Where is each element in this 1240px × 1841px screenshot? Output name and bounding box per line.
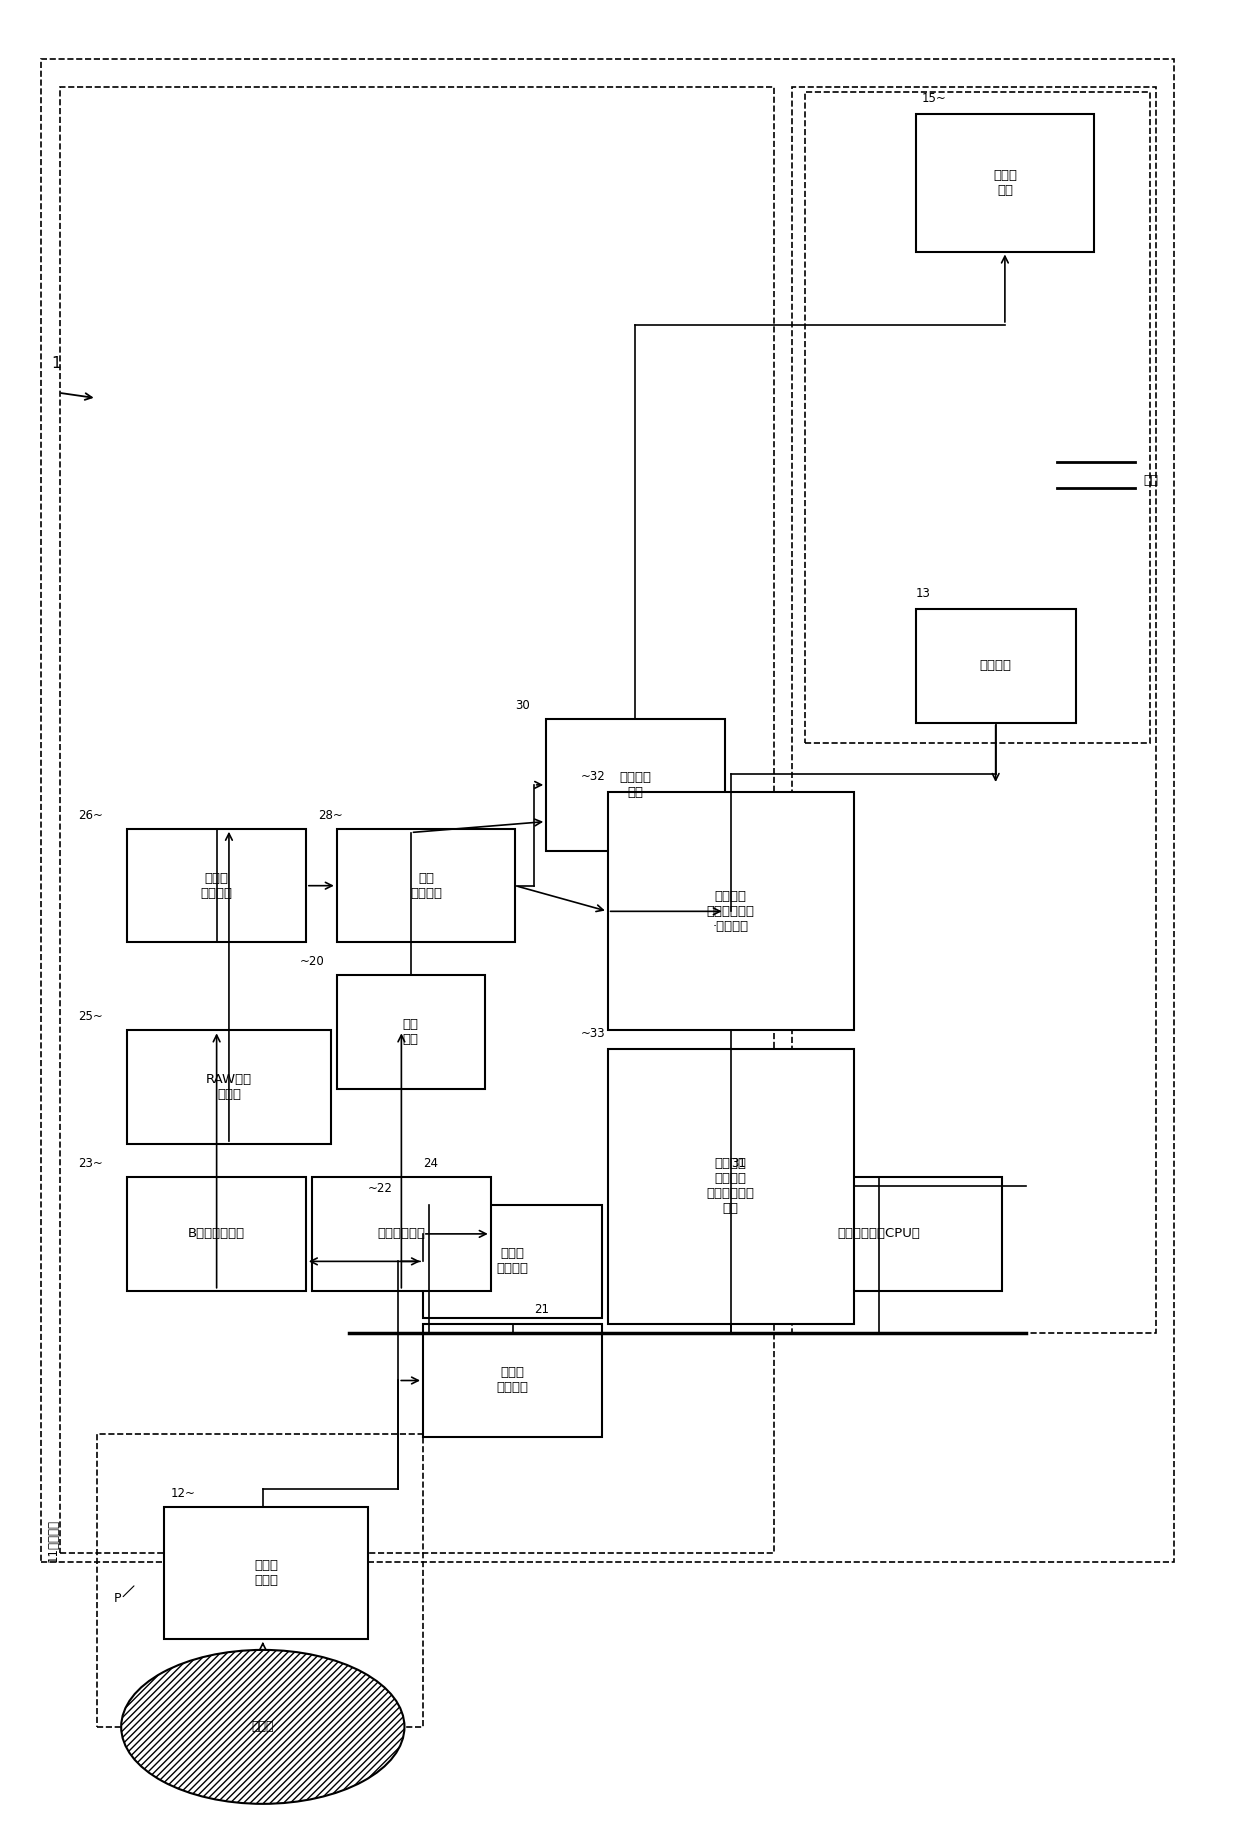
Text: 21: 21 — [533, 1303, 549, 1316]
Text: 体数据
生成部件: 体数据 生成部件 — [201, 871, 233, 900]
FancyBboxPatch shape — [337, 976, 485, 1090]
FancyBboxPatch shape — [312, 1176, 491, 1291]
Text: B模式处理部件: B模式处理部件 — [188, 1228, 246, 1241]
Text: RAW数据
存储器: RAW数据 存储器 — [206, 1073, 252, 1101]
FancyBboxPatch shape — [608, 792, 854, 1031]
Text: 网络: 网络 — [1143, 475, 1158, 488]
Text: 1: 1 — [51, 355, 61, 370]
FancyBboxPatch shape — [915, 114, 1094, 252]
Text: 界面部件
操作面板
外部存储装置
网络: 界面部件 操作面板 外部存储装置 网络 — [707, 1158, 755, 1215]
Text: 控制
屏幕: 控制 屏幕 — [403, 1018, 419, 1046]
FancyBboxPatch shape — [128, 1176, 306, 1291]
Text: 输入装置: 输入装置 — [980, 659, 1012, 672]
FancyBboxPatch shape — [164, 1508, 367, 1638]
Text: 15~: 15~ — [921, 92, 946, 105]
Text: 主显示
屏幕: 主显示 屏幕 — [993, 169, 1017, 197]
Text: ~20: ~20 — [300, 955, 325, 968]
Text: ~33: ~33 — [580, 1027, 605, 1040]
Text: 超声波
探测器: 超声波 探测器 — [254, 1559, 278, 1587]
Text: ~22: ~22 — [367, 1182, 392, 1195]
FancyBboxPatch shape — [128, 828, 306, 943]
Text: 23~: 23~ — [78, 1156, 103, 1169]
Text: 图像
处理部件: 图像 处理部件 — [410, 871, 441, 900]
Text: 被检体: 被检体 — [252, 1719, 274, 1734]
Text: 12~: 12~ — [170, 1488, 196, 1500]
Text: 超声波
发送部件: 超声波 发送部件 — [496, 1366, 528, 1394]
Text: 30: 30 — [516, 698, 529, 712]
Text: 存储部件
装置控制程序
·图像数据: 存储部件 装置控制程序 ·图像数据 — [707, 889, 755, 933]
Text: P: P — [114, 1592, 122, 1605]
Text: ~32: ~32 — [580, 770, 605, 782]
FancyBboxPatch shape — [128, 1031, 331, 1143]
FancyBboxPatch shape — [755, 1176, 1002, 1291]
Text: 控制处理器（CPU）: 控制处理器（CPU） — [837, 1228, 920, 1241]
FancyBboxPatch shape — [915, 609, 1076, 722]
Text: 25~: 25~ — [78, 1011, 103, 1024]
Text: 超声波
接收部件: 超声波 接收部件 — [496, 1248, 528, 1276]
Text: 11装置主体: 11装置主体 — [47, 1519, 60, 1561]
Ellipse shape — [122, 1650, 404, 1804]
FancyBboxPatch shape — [546, 718, 724, 851]
FancyBboxPatch shape — [337, 828, 516, 943]
Text: 血流测量部件: 血流测量部件 — [377, 1228, 425, 1241]
Text: 31: 31 — [730, 1156, 745, 1169]
Text: 28~: 28~ — [319, 808, 343, 821]
Text: 26~: 26~ — [78, 808, 103, 821]
FancyBboxPatch shape — [608, 1049, 854, 1324]
Text: 13: 13 — [915, 587, 930, 600]
FancyBboxPatch shape — [423, 1324, 601, 1438]
Text: 显示处理
部件: 显示处理 部件 — [620, 771, 651, 799]
FancyBboxPatch shape — [423, 1204, 601, 1318]
Text: 24: 24 — [423, 1156, 438, 1169]
